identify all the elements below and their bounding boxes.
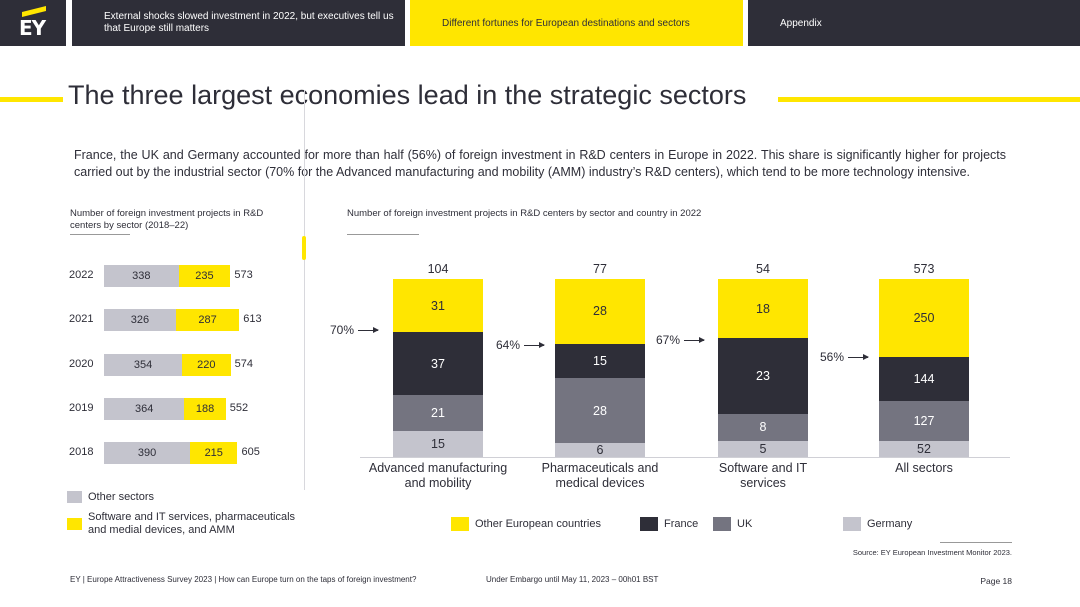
- x-axis-line: [360, 457, 1010, 458]
- arrow-icon: [358, 326, 380, 333]
- left-chart-title: Number of foreign investment projects in…: [70, 208, 264, 231]
- share-value: 70%: [330, 323, 355, 337]
- share-annotation: 56%: [820, 350, 870, 364]
- legend-swatch: [451, 517, 469, 531]
- legend-label: Other sectors: [88, 491, 155, 503]
- right-chart-title: Number of foreign investment projects in…: [347, 208, 702, 219]
- legend-label: Germany: [867, 518, 913, 530]
- legend-label: Software and IT services, pharmaceutical…: [88, 511, 296, 536]
- legend-item: Germany: [843, 517, 912, 531]
- tab-appendix[interactable]: Appendix: [748, 0, 1080, 46]
- right-caption-underline: [347, 234, 419, 235]
- share-value: 56%: [820, 350, 845, 364]
- stack-segment: 8: [718, 414, 808, 441]
- total-label: 605: [241, 446, 260, 459]
- share-annotation: 70%: [330, 323, 380, 337]
- stack-segment: 15: [393, 431, 483, 457]
- legend-label: Other European countries: [475, 518, 601, 530]
- page-title: The three largest economies lead in the …: [68, 80, 747, 110]
- stack-segment: 6: [555, 443, 645, 457]
- bar-segment: 390: [104, 442, 191, 465]
- year-label: 2019: [69, 401, 94, 414]
- source-note: Source: EY European Investment Monitor 2…: [852, 548, 1012, 557]
- share-value: 67%: [656, 333, 681, 347]
- divider: [304, 90, 305, 490]
- footer-embargo: Under Embargo until May 11, 2023 – 00h01…: [486, 575, 659, 584]
- year-label: 2020: [69, 357, 94, 370]
- bar-segment: 188: [184, 397, 226, 420]
- total-label: 573: [234, 269, 253, 281]
- source-rule: [940, 542, 1012, 543]
- bar-total: 54: [756, 262, 770, 276]
- bar-total: 573: [913, 262, 935, 276]
- year-label: 2018: [69, 446, 94, 459]
- title-rule-right: [778, 97, 1080, 102]
- tab-external-shocks[interactable]: External shocks slowed investment in 202…: [72, 0, 405, 46]
- bar-segment: 215: [190, 442, 238, 465]
- legend-label: UK: [737, 518, 753, 530]
- stack-segment: 28: [555, 378, 645, 443]
- category-label: All sectors: [895, 461, 953, 475]
- year-label: 2021: [69, 313, 94, 326]
- legend-swatch: [713, 517, 731, 531]
- bar-segment: 338: [104, 265, 179, 287]
- bar-segment: 326: [104, 309, 176, 332]
- share-annotation: 64%: [496, 338, 546, 352]
- stack-segment: 37: [393, 332, 483, 396]
- arrow-icon: [684, 336, 706, 343]
- legend-swatch: [67, 517, 82, 530]
- stack-segment: 23: [718, 338, 808, 415]
- scroll-indicator[interactable]: [302, 236, 306, 260]
- tab-label: Appendix: [780, 17, 822, 29]
- footer-left: EY | Europe Attractiveness Survey 2023 |…: [70, 575, 417, 584]
- total-label: 552: [229, 401, 249, 414]
- intro-paragraph: France, the UK and Germany accounted for…: [74, 148, 1006, 179]
- tab-label: Different fortunes for European destinat…: [442, 17, 690, 29]
- stack-segment: 144: [879, 356, 969, 402]
- total-label: 613: [243, 313, 262, 326]
- bar-segment: 235: [178, 265, 231, 287]
- legend-item: UK: [713, 517, 752, 531]
- legend-item: Other European countries: [451, 517, 601, 531]
- legend-swatch: [843, 517, 861, 531]
- bar-total: 77: [593, 261, 607, 276]
- tab-different-fortunes[interactable]: Different fortunes for European destinat…: [410, 0, 743, 46]
- stack-segment: 5: [718, 440, 808, 457]
- total-label: 574: [234, 357, 253, 370]
- stack-segment: 28: [555, 278, 645, 344]
- share-annotation: 67%: [656, 333, 706, 347]
- legend-swatch: [67, 491, 82, 503]
- legend-swatch: [640, 517, 658, 531]
- arrow-icon: [524, 341, 546, 348]
- category-label: Software and IT services: [718, 461, 808, 490]
- stack-segment: 52: [879, 440, 969, 457]
- arrow-icon: [848, 353, 870, 360]
- legend-item: France: [640, 517, 698, 531]
- category-label: Pharmaceuticals and medical devices: [541, 461, 659, 490]
- left-caption-underline: [70, 234, 130, 235]
- category-label: Advanced manufacturing and mobility: [368, 461, 508, 490]
- stack-segment: 15: [555, 343, 645, 379]
- legend-label: France: [664, 518, 699, 530]
- year-label: 2022: [69, 269, 94, 281]
- ey-logo[interactable]: EY: [0, 0, 66, 46]
- legend-other-sectors: Other sectors: [67, 491, 154, 503]
- share-value: 64%: [496, 338, 521, 352]
- bar-segment: 220: [182, 353, 231, 376]
- page-number: Page 18: [980, 576, 1012, 586]
- title-rule-left: [0, 97, 63, 102]
- bar-total: 104: [427, 262, 449, 276]
- tab-label: External shocks slowed investment in 202…: [104, 11, 394, 34]
- bar-segment: 364: [104, 397, 185, 420]
- stack-segment: 127: [879, 401, 969, 441]
- bar-segment: 354: [104, 353, 183, 376]
- bar-segment: 287: [175, 309, 240, 332]
- stack-segment: 250: [879, 279, 969, 357]
- stack-segment: 18: [718, 279, 808, 339]
- stack-segment: 31: [393, 279, 483, 333]
- legend-strategic-sectors: Software and IT services, pharmaceutical…: [67, 511, 313, 536]
- stack-segment: 21: [393, 395, 483, 432]
